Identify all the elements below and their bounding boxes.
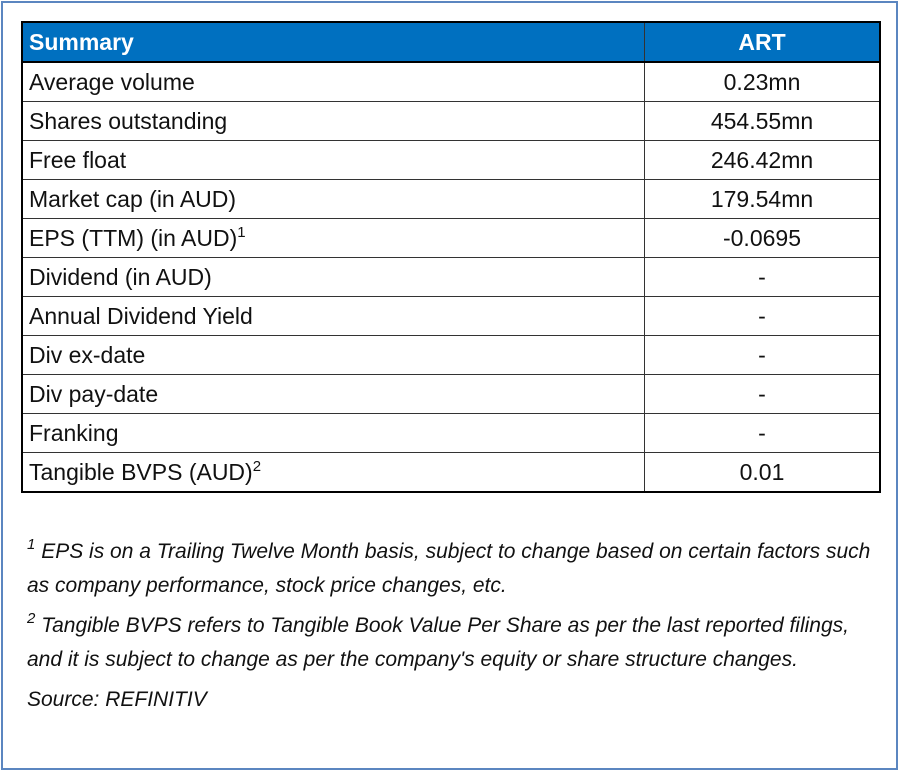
label-cell: Annual Dividend Yield: [21, 296, 645, 336]
label-cell: Div pay-date: [21, 374, 645, 414]
row-label: Market cap (in AUD): [29, 185, 237, 212]
row-label: Div ex-date: [29, 341, 146, 368]
footnote: 2 Tangible BVPS refers to Tangible Book …: [27, 609, 887, 677]
row-label: Annual Dividend Yield: [29, 302, 253, 329]
table-row: Div pay-date -: [21, 374, 881, 414]
note-marker: 2: [252, 457, 262, 475]
row-label: Dividend (in AUD): [29, 263, 212, 290]
footnotes: 1 EPS is on a Trailing Twelve Month basi…: [27, 535, 887, 723]
label-cell: Div ex-date: [21, 335, 645, 375]
row-label: Average volume: [29, 68, 195, 95]
label-cell: Dividend (in AUD): [21, 257, 645, 297]
header-row: Summary ART: [21, 21, 881, 63]
row-label: Shares outstanding: [29, 107, 228, 134]
row-label: Tangible BVPS (AUD): [29, 458, 253, 485]
table-row: Annual Dividend Yield -: [21, 296, 881, 336]
value-cell: 0.01: [644, 452, 881, 493]
footnote: 1 EPS is on a Trailing Twelve Month basi…: [27, 535, 887, 603]
table-row: Franking -: [21, 413, 881, 453]
table-row: Div ex-date -: [21, 335, 881, 375]
row-label: EPS (TTM) (in AUD): [29, 224, 238, 251]
value-cell: -: [644, 374, 881, 414]
value-cell: 0.23mn: [644, 61, 881, 102]
header-cell: Summary: [21, 21, 645, 63]
label-cell: Free float: [21, 140, 645, 180]
table-body: Average volume 0.23mn Shares outstanding 45…: [21, 61, 881, 493]
value-cell: -: [644, 335, 881, 375]
value-cell: 246.42mn: [644, 140, 881, 180]
label-cell: Shares outstanding: [21, 101, 645, 141]
value-cell: 454.55mn: [644, 101, 881, 141]
value-cell: -: [644, 257, 881, 297]
footnote-text: EPS is on a Trailing Twelve Month basis,…: [27, 540, 871, 597]
row-label: Div pay-date: [29, 380, 159, 407]
label-cell: Franking: [21, 413, 645, 453]
footnote-text: Tangible BVPS refers to Tangible Book Va…: [27, 614, 850, 671]
footnote-marker: 2: [27, 610, 36, 627]
value-cell: -: [644, 296, 881, 336]
table-row: Market cap (in AUD) 179.54mn: [21, 179, 881, 219]
note-marker: 1: [237, 223, 246, 241]
value-cell: -0.0695: [644, 218, 881, 258]
table-row: Shares outstanding 454.55mn: [21, 101, 881, 141]
row-label: Franking: [29, 419, 119, 446]
footnote-marker: 1: [27, 536, 36, 553]
table-row: EPS (TTM) (in AUD)1 -0.0695: [21, 218, 881, 258]
label-cell: Market cap (in AUD): [21, 179, 645, 219]
source: Source: REFINITIV: [27, 688, 207, 711]
value-cell: 179.54mn: [644, 179, 881, 219]
table-row: Dividend (in AUD) -: [21, 257, 881, 297]
label-cell: Average volume: [21, 61, 645, 102]
table-row: Free float 246.42mn: [21, 140, 881, 180]
table-row: Average volume 0.23mn: [21, 61, 881, 102]
label-cell: EPS (TTM) (in AUD)1: [21, 218, 645, 258]
table-row: Tangible BVPS (AUD)2 0.01: [21, 452, 881, 493]
value-cell: -: [644, 413, 881, 453]
summary-table: Summary ART Average volume 0.23mn Shares o…: [21, 21, 881, 493]
header-cell: ART: [644, 21, 881, 63]
label-cell: Tangible BVPS (AUD)2: [21, 452, 645, 493]
row-label: Free float: [29, 146, 127, 173]
